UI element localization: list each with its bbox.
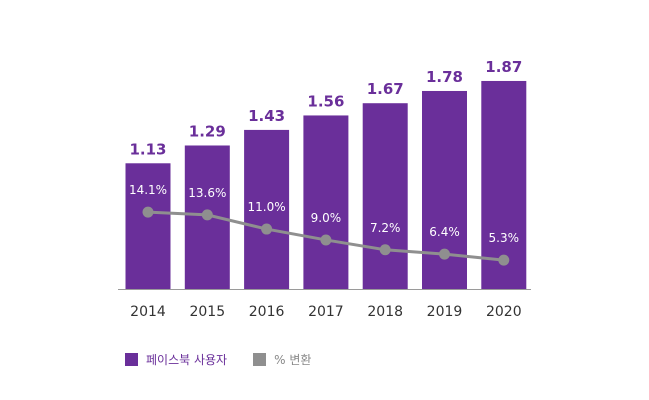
- legend-swatch-users: [125, 353, 138, 366]
- line-point-2014: [142, 206, 154, 218]
- x-tick-label: 2018: [367, 304, 403, 320]
- x-tick-label: 2020: [486, 304, 522, 320]
- bar-value-label: 1.29: [189, 122, 226, 140]
- line-point-2015: [201, 209, 213, 221]
- bar-value-label: 1.87: [485, 58, 522, 76]
- legend-item-users: 페이스북 사용자: [125, 351, 227, 368]
- line-value-label: 6.4%: [429, 225, 460, 239]
- bar-2020: [481, 80, 527, 290]
- line-value-label: 14.1%: [129, 183, 167, 197]
- bar-value-label: 1.67: [367, 80, 404, 98]
- line-value-label: 13.6%: [188, 186, 226, 200]
- bar-2016: [244, 129, 290, 289]
- x-tick-label: 2019: [427, 304, 463, 320]
- legend-swatch-change: [253, 353, 267, 366]
- line-value-label: 5.3%: [489, 231, 520, 245]
- legend-item-change: % 변환: [253, 351, 311, 368]
- line-point-2020: [498, 254, 510, 266]
- bar-2018: [362, 103, 408, 290]
- bar-2017: [303, 115, 349, 289]
- line-value-label: 9.0%: [311, 211, 342, 225]
- line-point-2016: [261, 223, 273, 235]
- bar-value-label: 1.13: [129, 140, 166, 158]
- x-tick-label: 2014: [130, 304, 166, 320]
- legend-label-change: % 변환: [274, 353, 312, 367]
- bar-2014: [125, 163, 171, 289]
- line-point-2018: [379, 244, 391, 256]
- line-point-2019: [439, 248, 450, 260]
- bar-value-label: 1.78: [426, 68, 463, 86]
- x-tick-label: 2015: [189, 304, 225, 320]
- x-tick-label: 2017: [308, 304, 344, 320]
- legend-label-users: 페이스북 사용자: [146, 353, 228, 367]
- line-value-label: 7.2%: [370, 221, 401, 235]
- line-value-label: 11.0%: [248, 200, 286, 214]
- line-point-2017: [320, 234, 332, 246]
- bar-value-label: 1.43: [248, 107, 285, 125]
- legend: 페이스북 사용자 % 변환: [125, 351, 337, 368]
- bar-value-label: 1.56: [307, 92, 344, 110]
- x-tick-label: 2016: [249, 304, 285, 320]
